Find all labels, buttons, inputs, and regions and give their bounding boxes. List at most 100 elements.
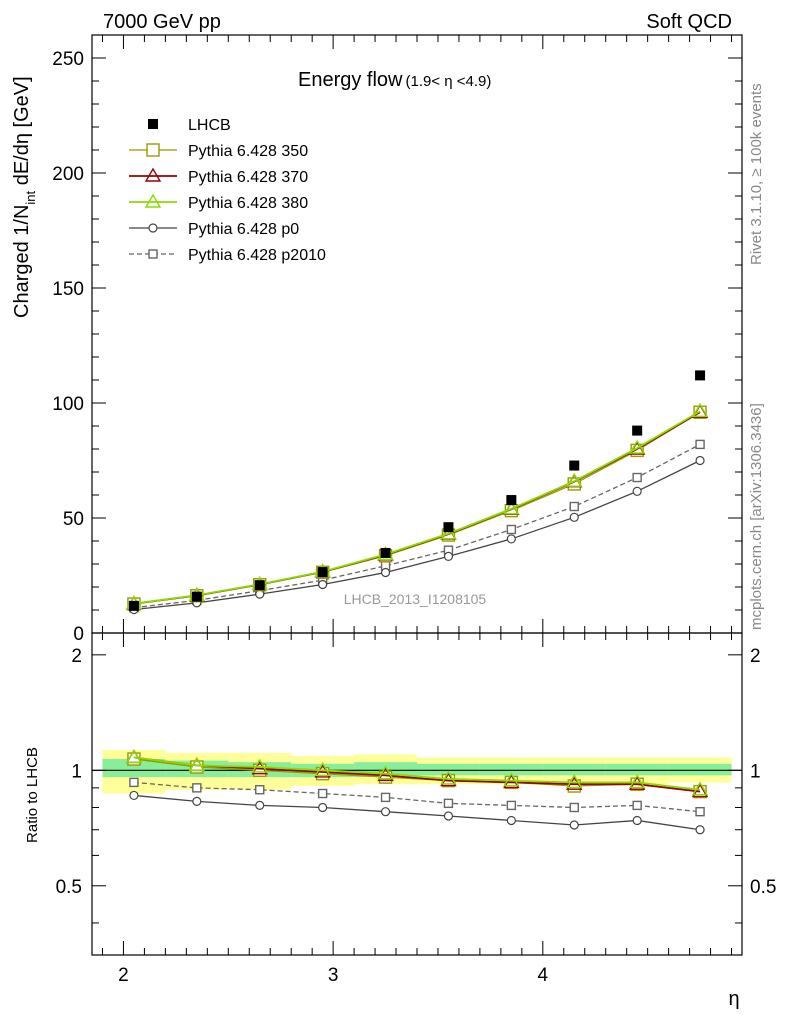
ratio-point xyxy=(506,800,517,811)
main-point xyxy=(566,472,583,487)
ratio-point xyxy=(569,820,579,830)
ratio-y-tick-label: 1 xyxy=(71,761,82,782)
legend-entry: LHCB xyxy=(148,117,231,134)
header-category-label: Soft QCD xyxy=(646,11,732,33)
main-point xyxy=(695,439,705,450)
main-series-5 xyxy=(129,439,705,613)
ratio-point xyxy=(569,802,579,813)
ratio-y-tick-label-right: 2 xyxy=(750,646,761,667)
main-y-tick-label: 100 xyxy=(52,394,84,415)
ratio-y-tick-label-right: 0.5 xyxy=(750,877,776,898)
main-point xyxy=(506,495,517,506)
ratio-point xyxy=(506,815,516,826)
main-y-axis-label: Charged 1/Nint dE/dη [GeV] xyxy=(11,76,38,318)
ratio-y-tick-label: 2 xyxy=(71,646,82,667)
x-tick-label: 4 xyxy=(538,965,549,986)
main-point xyxy=(569,512,579,522)
main-point xyxy=(506,524,517,535)
main-point xyxy=(569,460,580,471)
main-point xyxy=(628,439,646,454)
main-y-tick-label: 50 xyxy=(63,509,84,530)
ratio-point xyxy=(190,760,204,774)
ratio-stat-band xyxy=(668,763,732,776)
ratio-y-tick-label: 0.5 xyxy=(56,877,82,898)
analysis-id-label: LHCB_2013_I1208105 xyxy=(344,591,487,607)
legend-label: Pythia 6.428 350 xyxy=(188,143,308,160)
main-series-line xyxy=(133,459,701,611)
legend-entry: Pythia 6.428 380 xyxy=(129,193,308,212)
ratio-point xyxy=(188,756,206,772)
ratio-point xyxy=(377,765,394,780)
main-series-line xyxy=(133,411,701,605)
legend-label: Pythia 6.428 380 xyxy=(188,195,308,212)
ratio-stat-band xyxy=(605,763,669,776)
ratio-point xyxy=(129,790,139,801)
ratio-series-line xyxy=(133,781,701,813)
legend-label: Pythia 6.428 p2010 xyxy=(188,247,326,264)
mcplots-reference-label: mcplots.cern.ch [arXiv:1306.3436] xyxy=(748,403,765,630)
ratio-stat-band xyxy=(479,763,543,776)
main-series-1 xyxy=(127,405,707,611)
legend-entry: Pythia 6.428 p0 xyxy=(129,221,299,238)
ratio-point xyxy=(632,800,642,811)
ratio-series-line xyxy=(133,756,701,791)
ratio-plot-frame xyxy=(91,632,743,956)
main-series-line xyxy=(133,411,701,605)
ratio-point xyxy=(503,772,520,787)
main-y-tick-label: 150 xyxy=(52,279,84,300)
ratio-series-3 xyxy=(129,790,705,835)
main-plot-series xyxy=(125,370,709,615)
ratio-stat-band xyxy=(417,763,480,776)
legend-marker xyxy=(148,249,158,259)
legend-marker xyxy=(148,223,158,233)
ratio-stat-band xyxy=(542,763,606,776)
plot-title: Energy flow (1.9< η <4.9) xyxy=(298,69,491,91)
main-y-tick-label: 0 xyxy=(73,624,84,645)
ratio-point xyxy=(192,783,202,793)
main-point xyxy=(632,425,643,436)
ratio-stat-band xyxy=(102,759,166,778)
header-beam-label: 7000 GeV pp xyxy=(103,11,221,33)
main-point xyxy=(632,486,642,496)
ratio-point xyxy=(440,770,457,785)
ratio-point xyxy=(443,798,454,809)
main-point xyxy=(380,567,391,578)
main-point xyxy=(440,525,457,540)
main-point xyxy=(128,600,139,611)
ratio-series-line xyxy=(133,794,701,831)
ratio-point xyxy=(317,788,328,799)
main-series-line xyxy=(133,443,701,609)
legend-marker xyxy=(148,119,158,129)
ratio-point xyxy=(255,800,265,811)
main-series-0 xyxy=(128,370,706,611)
ratio-point xyxy=(380,792,391,803)
legend-marker xyxy=(144,167,162,182)
main-point xyxy=(443,522,454,533)
ratio-point xyxy=(192,796,202,806)
ratio-point xyxy=(691,783,709,798)
ratio-point xyxy=(628,774,646,789)
main-point xyxy=(191,591,202,602)
main-point xyxy=(695,370,706,381)
ratio-point xyxy=(443,811,454,821)
ratio-point xyxy=(129,777,139,788)
main-y-tick-label: 200 xyxy=(52,164,84,185)
main-point xyxy=(506,534,516,544)
ratio-point xyxy=(695,806,705,817)
legend-marker xyxy=(144,193,162,208)
legend: LHCB Pythia 6.428 350 Pythia 6.428 370 Pyth… xyxy=(129,117,326,264)
ratio-point xyxy=(251,758,268,773)
ratio-point xyxy=(314,761,331,777)
ratio-plot-series xyxy=(125,749,709,835)
ratio-plot-ticks: 0.5 0.5 1 1 2 2 2 3 4 xyxy=(56,633,776,986)
main-plot-ticks: 0 50 100 150 200 250 xyxy=(52,35,742,645)
main-point xyxy=(695,455,705,466)
main-point xyxy=(317,567,328,578)
main-point xyxy=(503,500,520,515)
main-series-line xyxy=(133,410,701,605)
ratio-point xyxy=(380,807,391,817)
main-point xyxy=(318,579,328,590)
legend-entry: Pythia 6.428 p2010 xyxy=(129,247,326,264)
main-y-tick-label: 250 xyxy=(52,49,84,70)
legend-marker xyxy=(146,143,160,157)
